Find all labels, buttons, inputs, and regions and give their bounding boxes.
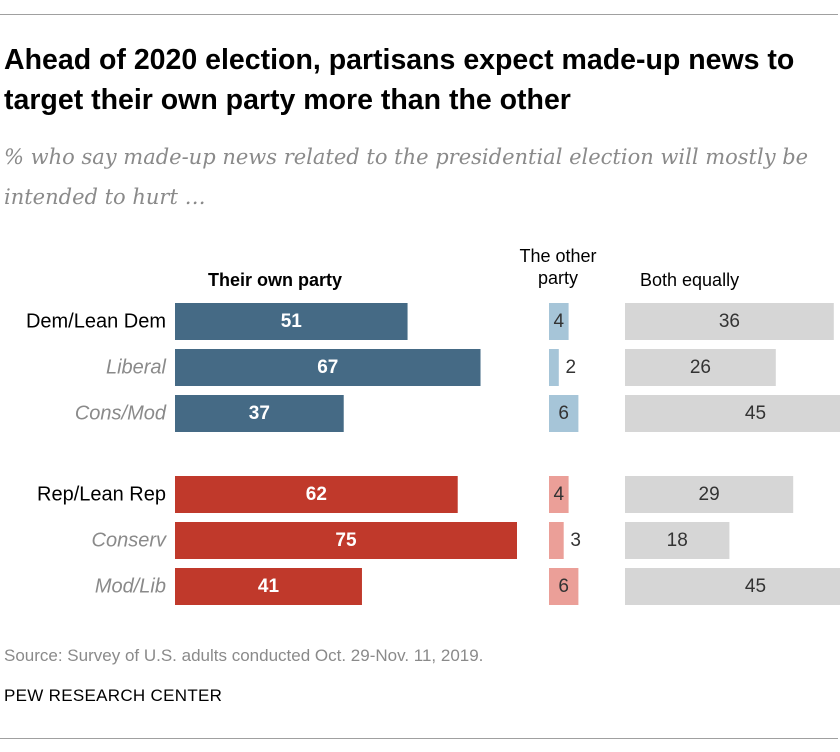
source-note: Source: Survey of U.S. adults conducted … — [4, 646, 484, 665]
column-header-own-party: Their own party — [208, 270, 343, 290]
value-both-equally-dem-lean-dem: 36 — [719, 311, 740, 332]
value-both-equally-rep-lean-rep: 29 — [699, 484, 720, 505]
bar-both-equally-cons-mod — [625, 395, 840, 432]
value-own-party-mod-lib: 41 — [258, 576, 280, 597]
value-other-party-cons-mod: 6 — [558, 403, 569, 424]
row-label-rep-lean-rep: Rep/Lean Rep — [37, 484, 166, 506]
row-label-liberal: Liberal — [106, 357, 167, 379]
bar-both-equally-mod-lib — [625, 568, 840, 605]
value-own-party-dem-lean-dem: 51 — [281, 311, 303, 332]
column-header-other-line1: The other — [519, 246, 597, 266]
value-both-equally-mod-lib: 45 — [745, 576, 766, 597]
value-both-equally-conserv: 18 — [667, 530, 688, 551]
bar-other-party-dem-lean-dem — [549, 303, 569, 340]
value-other-party-rep-lean-rep: 4 — [554, 484, 565, 505]
bar-own-party-cons-mod — [175, 395, 344, 432]
bar-both-equally-dem-lean-dem — [625, 303, 834, 340]
value-both-equally-cons-mod: 45 — [745, 403, 766, 424]
value-own-party-rep-lean-rep: 62 — [306, 484, 327, 505]
bar-both-equally-rep-lean-rep — [625, 476, 794, 513]
row-label-cons-mod: Cons/Mod — [75, 403, 167, 425]
column-header-both-equally: Both equally — [640, 270, 740, 290]
chart-title: Ahead of 2020 election, partisans expect… — [4, 44, 795, 116]
bar-own-party-dem-lean-dem — [175, 303, 408, 340]
value-both-equally-liberal: 26 — [690, 357, 711, 378]
value-other-party-liberal: 2 — [566, 357, 577, 378]
bar-other-party-rep-lean-rep — [549, 476, 569, 513]
bar-other-party-mod-lib — [549, 568, 579, 605]
bar-other-party-cons-mod — [549, 395, 579, 432]
value-own-party-conserv: 75 — [335, 530, 357, 551]
top-rule — [0, 14, 838, 15]
value-other-party-dem-lean-dem: 4 — [554, 311, 565, 332]
bar-other-party-conserv — [549, 522, 564, 559]
row-label-dem-lean-dem: Dem/Lean Dem — [26, 311, 166, 333]
bar-own-party-mod-lib — [175, 568, 362, 605]
bar-other-party-liberal — [549, 349, 559, 386]
bar-own-party-rep-lean-rep — [175, 476, 458, 513]
value-own-party-liberal: 67 — [317, 357, 338, 378]
value-other-party-conserv: 3 — [570, 530, 581, 551]
value-own-party-cons-mod: 37 — [249, 403, 270, 424]
row-label-mod-lib: Mod/Lib — [95, 576, 166, 598]
column-header-other-party: The other party — [496, 245, 620, 289]
value-other-party-mod-lib: 6 — [558, 576, 569, 597]
bar-both-equally-conserv — [625, 522, 730, 559]
bar-both-equally-liberal — [625, 349, 776, 386]
column-header-other-line2: party — [537, 268, 579, 288]
pew-research-center-logo: PEW RESEARCH CENTER — [4, 686, 223, 705]
row-label-conserv: Conserv — [92, 530, 167, 552]
bar-own-party-liberal — [175, 349, 481, 386]
bar-own-party-conserv — [175, 522, 517, 559]
bottom-rule — [0, 738, 838, 739]
chart-subtitle: % who say made-up news related to the pr… — [4, 145, 809, 209]
